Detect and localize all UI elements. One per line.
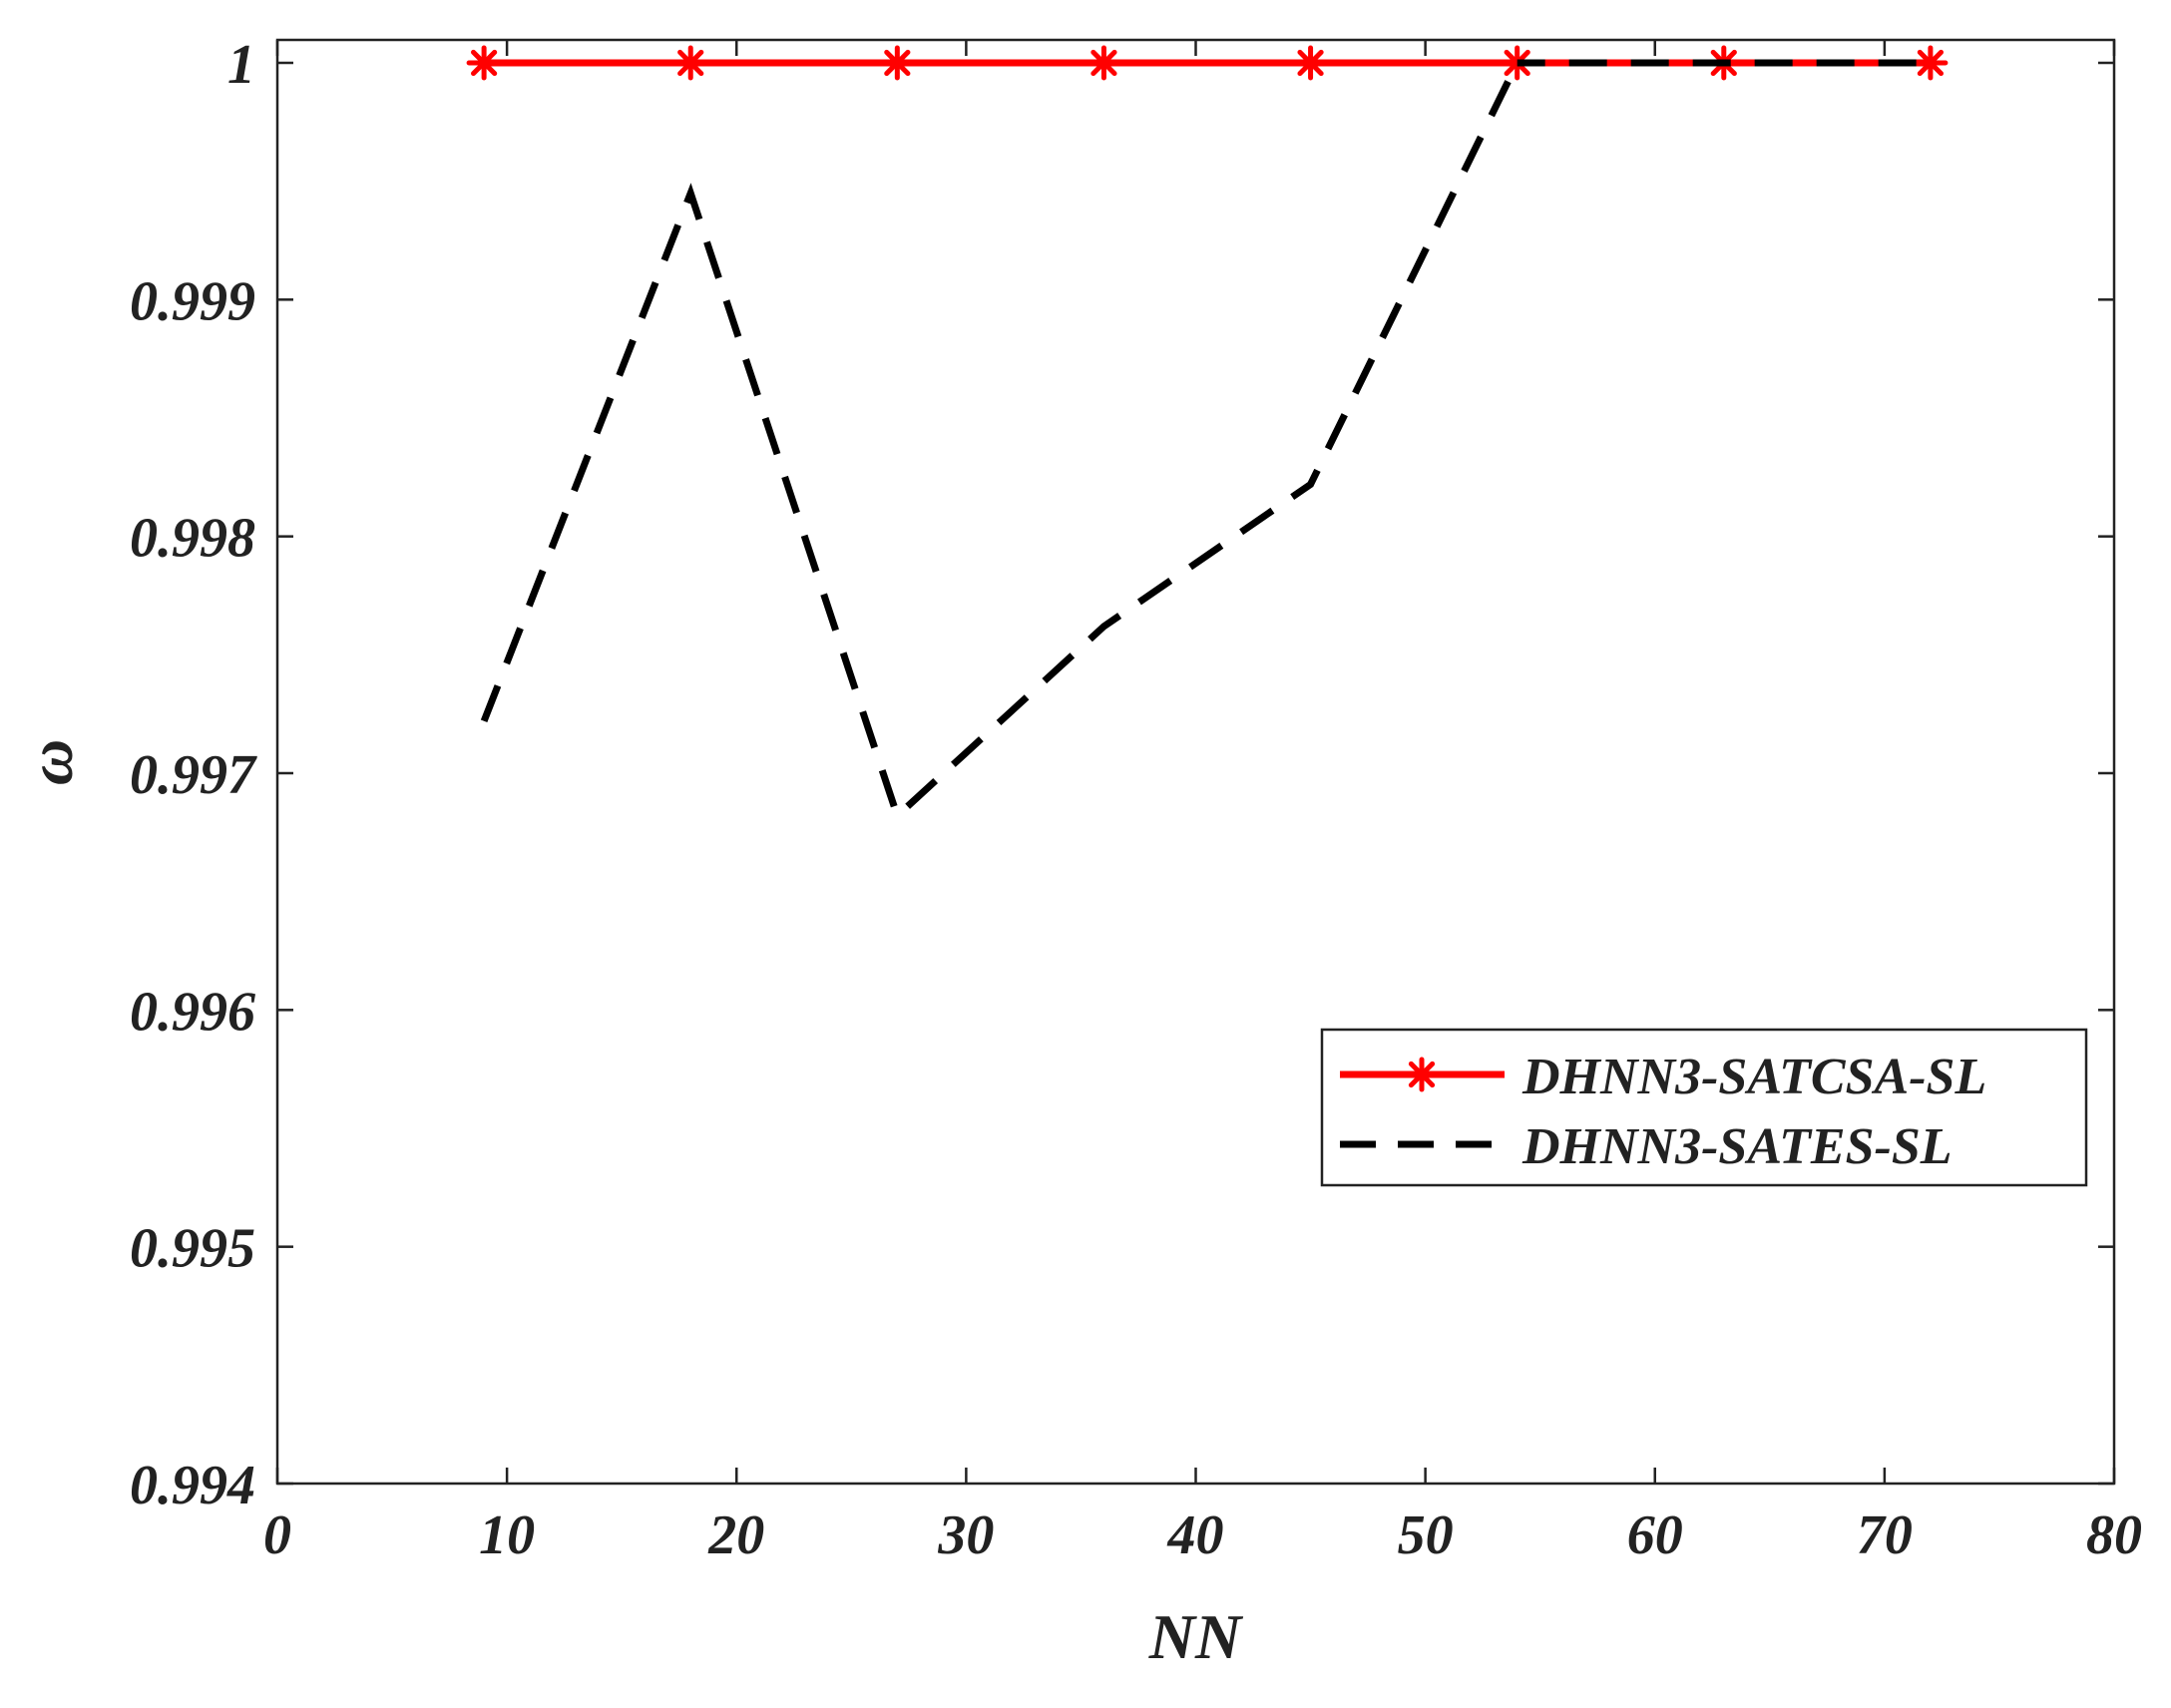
series-1-marker [1086,45,1121,81]
y-tick-label: 0.995 [130,1218,255,1280]
x-tick-label: 30 [937,1504,994,1566]
x-tick-label: 20 [707,1504,764,1566]
x-axis-title: NN [1148,1601,1244,1672]
x-tick-label: 80 [2086,1504,2142,1566]
series-line-2 [480,59,1931,822]
axis-tick-labels: 0 10 20 30 40 50 60 70 80 0.994 0.995 0.996 0.997 0.9… [130,34,2142,1566]
series-1-marker [672,45,708,81]
x-tick-label: 50 [1398,1504,1454,1566]
legend-label-2: DHNN3-SATES-SL [1521,1118,1953,1175]
y-tick-label: 0.999 [130,270,255,332]
series-1-marker [879,45,915,81]
y-tick-label: 0.997 [130,744,257,806]
y-tick-label: 0.998 [130,508,255,570]
x-tick-label: 40 [1167,1504,1224,1566]
legend-box [1320,1028,2088,1187]
legend-label-1: DHNN3-SATCSA-SL [1521,1049,1986,1105]
x-tick-label: 70 [1857,1504,1913,1566]
x-tick-label: 60 [1627,1504,1683,1566]
x-tick-label: 0 [263,1504,291,1566]
series-1-marker [466,45,502,81]
legend-entries: DHNN3-SATCSA-SL DHNN3-SATES-SL [1340,1049,1986,1175]
y-tick-label: 0.994 [130,1455,255,1516]
legend: DHNN3-SATCSA-SL DHNN3-SATES-SL [1320,1028,2088,1187]
legend-marker-1 [1404,1057,1440,1092]
axis-ticks [275,40,2116,1486]
y-tick-label: 1 [227,34,255,96]
x-tick-label: 10 [479,1504,535,1566]
y-tick-label: 0.996 [130,981,255,1043]
series-1-marker [1913,45,1949,81]
y-axis-title: ω [15,739,86,785]
series-1-marker [1293,45,1329,81]
series-layer [466,45,1949,822]
